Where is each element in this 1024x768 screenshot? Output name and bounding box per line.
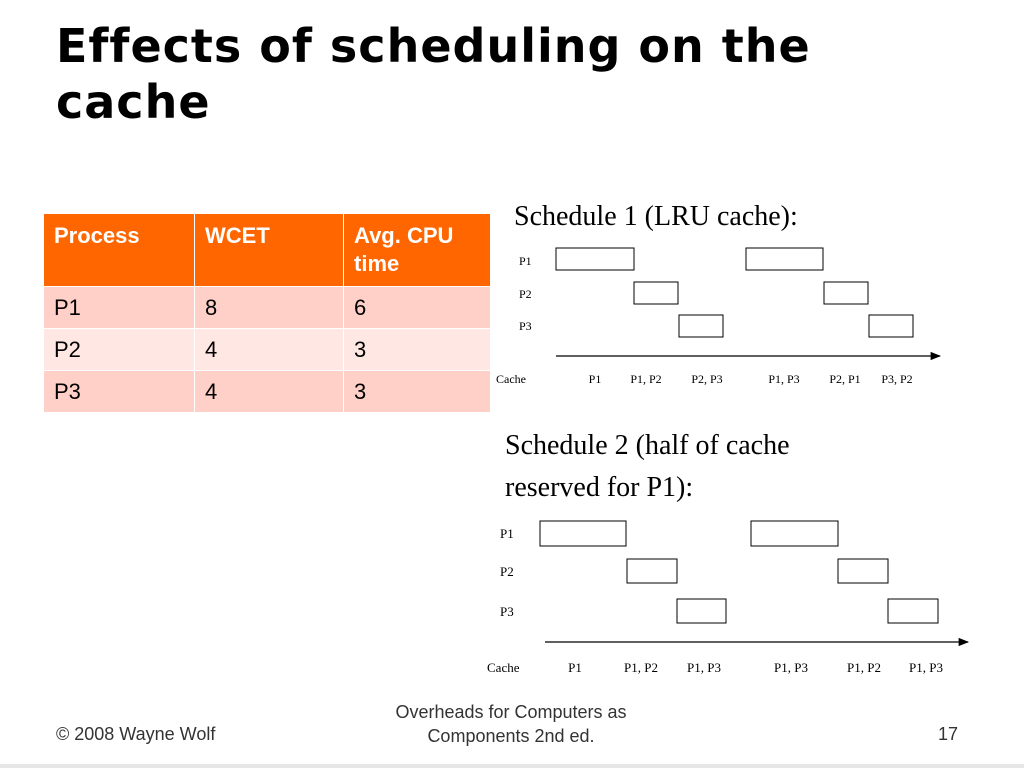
schedule2-label-p2: P2 <box>500 564 514 579</box>
schedule2-p3-block <box>676 598 727 624</box>
schedule1-p3-block <box>868 314 914 338</box>
table-cell: 3 <box>343 370 491 413</box>
schedule1-cache-label: Cache <box>496 372 526 386</box>
process-table: Process WCET Avg. CPU time P1 8 6 P2 4 3… <box>43 213 491 413</box>
footer-copyright: © 2008 Wayne Wolf <box>56 724 216 744</box>
header-wcet: WCET <box>194 213 344 287</box>
schedule2-diagram: P1 P2 P3 Cache P1 P1, P2 P1, P3 P1, P3 P… <box>487 520 970 675</box>
footer-course-title: Overheads for Computers as Components 2n… <box>395 702 627 746</box>
schedule1-p1-block <box>555 247 635 271</box>
slide-title: Effects of scheduling on the cache <box>56 19 811 129</box>
schedule1-cache-state: P2, P3 <box>691 372 722 386</box>
schedule2-cache-state: P1, P3 <box>909 660 943 675</box>
schedule1-cache-state: P2, P1 <box>829 372 860 386</box>
schedule2-label-p3: P3 <box>500 604 514 619</box>
schedule2-p1-block <box>750 520 839 547</box>
schedule1-p1-block <box>745 247 824 271</box>
schedule1-p2-block <box>823 281 869 305</box>
schedule2-cache-state: P1, P3 <box>687 660 721 675</box>
schedule2-cache-state: P1, P2 <box>624 660 658 675</box>
table-row: P3 4 3 <box>43 370 491 413</box>
schedule1-caption: Schedule 1 (LRU cache): <box>514 201 798 232</box>
table-cell: P1 <box>43 286 195 329</box>
table-header-row: Process WCET Avg. CPU time <box>43 213 491 287</box>
schedule2-cache-state: P1, P3 <box>774 660 808 675</box>
schedule2-label-p1: P1 <box>500 526 514 541</box>
schedule1-cache-state: P1 <box>589 372 602 386</box>
header-process: Process <box>43 213 195 287</box>
schedule1-cache-state: P3, P2 <box>881 372 912 386</box>
schedule1-cache-state: P1, P2 <box>630 372 661 386</box>
table-cell: 8 <box>194 286 344 329</box>
table-row: P2 4 3 <box>43 328 491 371</box>
schedule2-caption: Schedule 2 (half of cache reserved for P… <box>505 430 790 503</box>
table-row: P1 8 6 <box>43 286 491 329</box>
schedule2-cache-label: Cache <box>487 660 520 675</box>
schedule2-p1-block <box>539 520 627 547</box>
schedule1-diagram: P1 P2 P3 Cache P1 P1, P2 P2, P3 P1, P3 P… <box>496 247 942 386</box>
footer-page-number: 17 <box>937 724 958 744</box>
schedule2-cache-state: P1, P2 <box>847 660 881 675</box>
table-cell: 4 <box>194 370 344 413</box>
table-cell: 3 <box>343 328 491 371</box>
table-cell: 4 <box>194 328 344 371</box>
schedule2-p2-block <box>626 558 678 584</box>
schedule1-p2-block <box>633 281 679 305</box>
schedule2-p2-block <box>837 558 889 584</box>
table-cell: P3 <box>43 370 195 413</box>
schedule1-label-p3: P3 <box>519 319 532 333</box>
schedule2-cache-state: P1 <box>568 660 582 675</box>
schedule1-p3-block <box>678 314 724 338</box>
footer-divider <box>0 764 1024 768</box>
schedule1-label-p2: P2 <box>519 287 532 301</box>
schedule1-cache-state: P1, P3 <box>768 372 799 386</box>
table-cell: P2 <box>43 328 195 371</box>
table-cell: 6 <box>343 286 491 329</box>
schedule2-p3-block <box>887 598 939 624</box>
schedule1-label-p1: P1 <box>519 254 532 268</box>
